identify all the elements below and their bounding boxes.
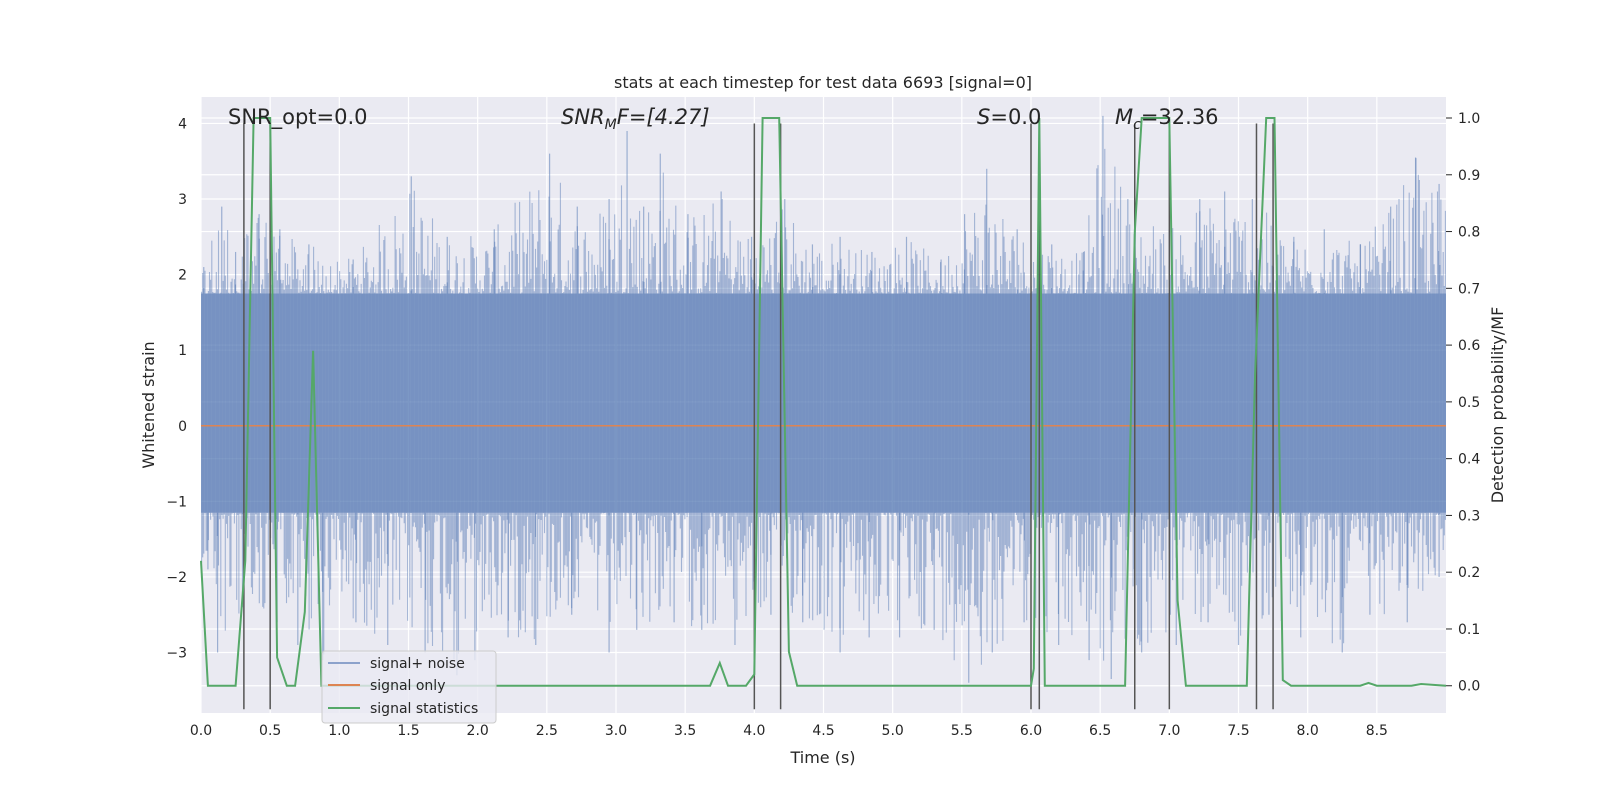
y-tick-label-right: 0.8 [1458,225,1480,241]
y-tick-label: −3 [166,646,187,662]
x-tick-label: 3.0 [605,723,627,739]
y-tick-label-right: 0.4 [1458,452,1480,468]
y-tick-label-right: 0.5 [1458,395,1480,411]
annotation-snr-opt: SNR_opt=0.0 [228,105,368,130]
x-ticks: 0.0 0.5 1.0 1.5 2.0 2.5 3.0 3.5 4.0 4.5 5.0 5.5 6.0 6… [190,723,1388,739]
x-tick-label: 4.0 [743,723,765,739]
x-tick-label: 7.5 [1227,723,1249,739]
x-tick-label: 0.5 [259,723,281,739]
y-tick-label-right: 0.1 [1458,622,1480,638]
y-tick-label: 4 [178,116,187,132]
x-tick-label: 2.0 [467,723,489,739]
y-tick-label: 0 [178,419,187,435]
x-tick-label: 2.5 [536,723,558,739]
x-tick-label: 8.5 [1366,723,1388,739]
y-tick-label-right: 0.0 [1458,679,1480,695]
y-ticks-left: −3 −2 −1 0 1 2 3 4 [166,116,187,661]
legend: signal+ noise signal only signal statist… [321,650,497,724]
y-ticks-right: 0.0 0.1 0.2 0.3 0.4 0.5 0.6 0.7 0.8 0.9 1.0 [1446,111,1480,695]
y-tick-label-right: 0.3 [1458,508,1480,524]
y-tick-label: −2 [166,570,187,586]
y-tick-label-right: 0.6 [1458,338,1480,354]
y-tick-label-right: 0.7 [1458,281,1480,297]
annotation-s: S=0.0 [977,105,1041,129]
y-tick-label: 3 [178,192,187,208]
x-tick-label: 6.5 [1089,723,1111,739]
x-tick-label: 7.0 [1158,723,1180,739]
y-tick-label-right: 0.2 [1458,565,1480,581]
x-tick-label: 1.0 [328,723,350,739]
y-tick-label-right: 0.9 [1458,168,1480,184]
y-tick-label: 1 [178,343,187,359]
y-tick-label-right: 1.0 [1458,111,1480,127]
signal-statistics-line [200,117,1447,687]
y-axis-label-right: Detection probability/MF [1488,307,1507,504]
noise-core-band [201,293,1446,513]
x-tick-label: 5.5 [951,723,973,739]
x-tick-label: 4.5 [812,723,834,739]
x-tick-label: 1.5 [397,723,419,739]
x-tick-label: 6.0 [1020,723,1042,739]
y-tick-label: 2 [178,268,187,284]
chart-title: stats at each timestep for test data 669… [614,73,1032,92]
legend-label-signal-only: signal only [370,678,445,694]
annotation-mc: Mc=32.36 [1115,105,1219,133]
y-tick-label: −1 [166,494,187,510]
x-tick-label: 8.0 [1297,723,1319,739]
noise-series [201,115,1446,683]
x-axis-label: Time (s) [789,748,855,767]
annotation-snr-mf: SNRMF=[4.27] [561,105,710,133]
x-tick-label: 5.0 [882,723,904,739]
legend-label-noise: signal+ noise [370,656,465,672]
x-tick-label: 0.0 [190,723,212,739]
y-axis-label-left: Whitened strain [139,341,158,468]
legend-label-statistics: signal statistics [370,701,478,717]
x-tick-label: 3.5 [674,723,696,739]
legend-box [321,650,497,724]
